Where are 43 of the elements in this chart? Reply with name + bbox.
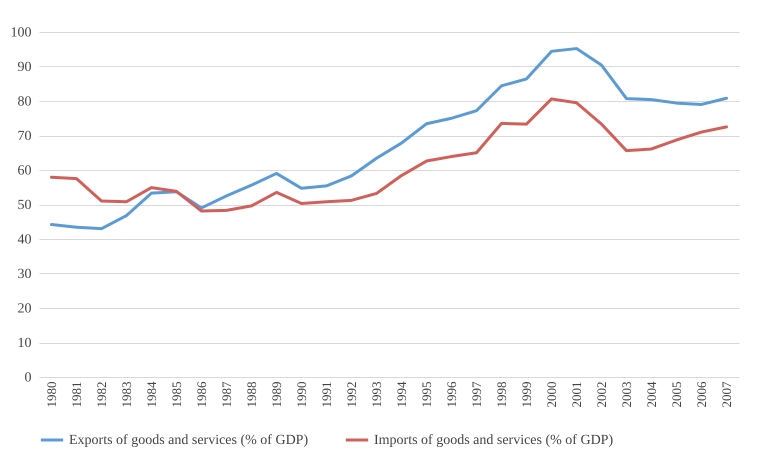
x-tick-label: 1999 [519,382,534,408]
x-tick-label: 2005 [669,382,684,408]
x-tick-label: 1987 [219,381,234,408]
x-tick-label: 2003 [619,382,634,408]
x-tick-label: 1980 [44,382,59,408]
x-tick-label: 1982 [94,382,109,408]
y-tick-label: 10 [18,336,32,351]
y-tick-label: 100 [10,26,32,40]
x-tick-label: 1995 [419,382,434,408]
x-tick-label: 2002 [594,382,609,408]
y-tick-label: 60 [18,164,32,178]
x-tick-label: 1998 [494,382,509,408]
x-tick-label: 1984 [144,381,159,408]
line-series [50,97,728,213]
y-tick-label: 50 [18,198,32,213]
y-tick-label: 80 [18,94,32,110]
y-tick-label: 70 [18,129,32,144]
x-tick-label: 2006 [694,381,709,408]
x-tick-label: 2000 [544,382,559,408]
x-tick-label: 1990 [294,382,309,408]
x-tick-label: 1994 [394,381,409,408]
legend-label: Imports of goods and services (% of GDP) [374,433,614,448]
y-tick-label: 90 [18,60,32,75]
x-tick-label: 1986 [194,381,209,408]
x-tick-label: 1993 [369,382,384,408]
x-tick-label: 2004 [644,381,659,408]
x-tick-label: 1989 [269,382,284,408]
x-tick-label: 1992 [344,382,359,408]
x-tick-label: 1983 [119,382,134,408]
x-tick-label: 2007 [719,381,734,408]
legend-label: Exports of goods and services (% of GDP) [69,433,308,448]
x-tick-label: 1981 [69,382,84,408]
y-tick-label: 30 [18,267,32,282]
x-tick-label: 1996 [444,381,459,408]
x-tick-label: 2001 [569,382,584,408]
x-tick-label: 1985 [169,382,184,408]
x-tick-label: 1991 [319,382,334,408]
x-tick-label: 1988 [244,382,259,408]
y-tick-label: 0 [24,370,32,386]
y-tick-label: 40 [18,232,32,248]
x-tick-label: 1997 [469,381,484,408]
y-tick-label: 20 [18,302,32,316]
line-series [50,47,728,230]
